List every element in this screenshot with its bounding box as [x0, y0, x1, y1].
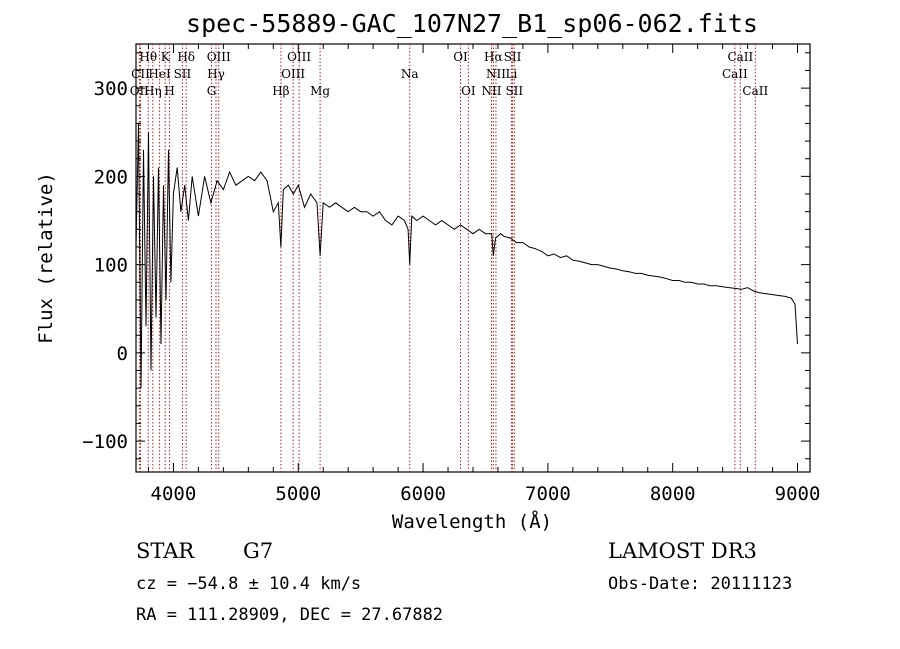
spectral-line-label: Mg [310, 84, 330, 98]
y-tick-label: 300 [94, 78, 128, 100]
spectral-line-label: K [161, 50, 171, 64]
spectral-line-label: SII [174, 67, 192, 81]
spectral-line-label: Hθ [139, 50, 157, 64]
spectral-marker-lines [138, 44, 756, 472]
flux-series-line [135, 123, 798, 389]
spectral-line-label: Na [401, 67, 419, 81]
y-tick-label: 200 [94, 166, 128, 188]
spectral-line-label: CaII [727, 50, 753, 64]
spectral-line-label: Hη [144, 84, 162, 98]
x-axis-label: Wavelength (Å) [392, 510, 552, 533]
object-subclass: G7 [243, 539, 273, 563]
spectral-line-label: Hγ [207, 67, 225, 81]
spectral-line-label: Hδ [177, 50, 195, 64]
chart-title: spec-55889-GAC_107N27_B1_sp06-062.fits [186, 9, 758, 38]
spectral-line-label: Hα [484, 50, 503, 64]
spectral-line-label: OI [453, 50, 468, 64]
spectral-line-label: CaII [722, 67, 748, 81]
spectral-line-label: SII [505, 84, 523, 98]
y-tick-label: −100 [82, 431, 128, 453]
x-tick-label: 8000 [650, 483, 696, 505]
plot-frame [135, 43, 811, 473]
coords-text: RA = 111.28909, DEC = 27.67882 [136, 605, 443, 625]
y-tick-label: 0 [117, 343, 128, 365]
x-tick-label: 7000 [525, 483, 571, 505]
y-axis-label: Flux (relative) [35, 172, 57, 344]
spectral-line-label: CaII [742, 84, 768, 98]
spectral-line-label: OII [130, 84, 150, 98]
x-tick-label: 4000 [151, 483, 197, 505]
spectral-line-label: NII [486, 67, 506, 81]
redshift-text: cz = −54.8 ± 10.4 km/s [136, 574, 361, 594]
spectral-line-label: HeI [148, 67, 171, 81]
x-tick-label: 9000 [775, 483, 821, 505]
spectral-line-label: G [207, 84, 217, 98]
spectral-line-label: CII [131, 67, 150, 81]
spectral-line-label: SII [504, 50, 522, 64]
survey-name: LAMOST DR3 [608, 539, 757, 563]
obs-date: Obs-Date: 20111123 [608, 574, 792, 594]
spectral-line-label: OIII [287, 50, 311, 64]
object-class: STAR [136, 539, 195, 563]
spectral-line-label: Li [506, 67, 518, 81]
spectral-line-label: OIII [281, 67, 305, 81]
axis-tick-labels: 4000 5000 6000 7000 8000 9000 −100 0 100 200 300 [82, 78, 820, 505]
spectral-line-label: OIII [207, 50, 231, 64]
x-tick-label: 5000 [275, 483, 321, 505]
info-panel: STAR G7 cz = −54.8 ± 10.4 km/s RA = 111.… [136, 539, 792, 625]
x-tick-label: 6000 [400, 483, 446, 505]
spectral-line-label: OI [461, 84, 476, 98]
y-tick-label: 100 [94, 255, 128, 277]
spectral-line-label: NII [481, 84, 501, 98]
spectral-marker-labels: Hθ CII OII K HeI Hη H Hδ SII OIII Hγ G OIII OIII Hβ Mg N… [130, 50, 769, 98]
axis-ticks [136, 44, 810, 472]
spectral-line-label: Hβ [272, 84, 289, 98]
spectral-line-label: H [164, 84, 174, 98]
